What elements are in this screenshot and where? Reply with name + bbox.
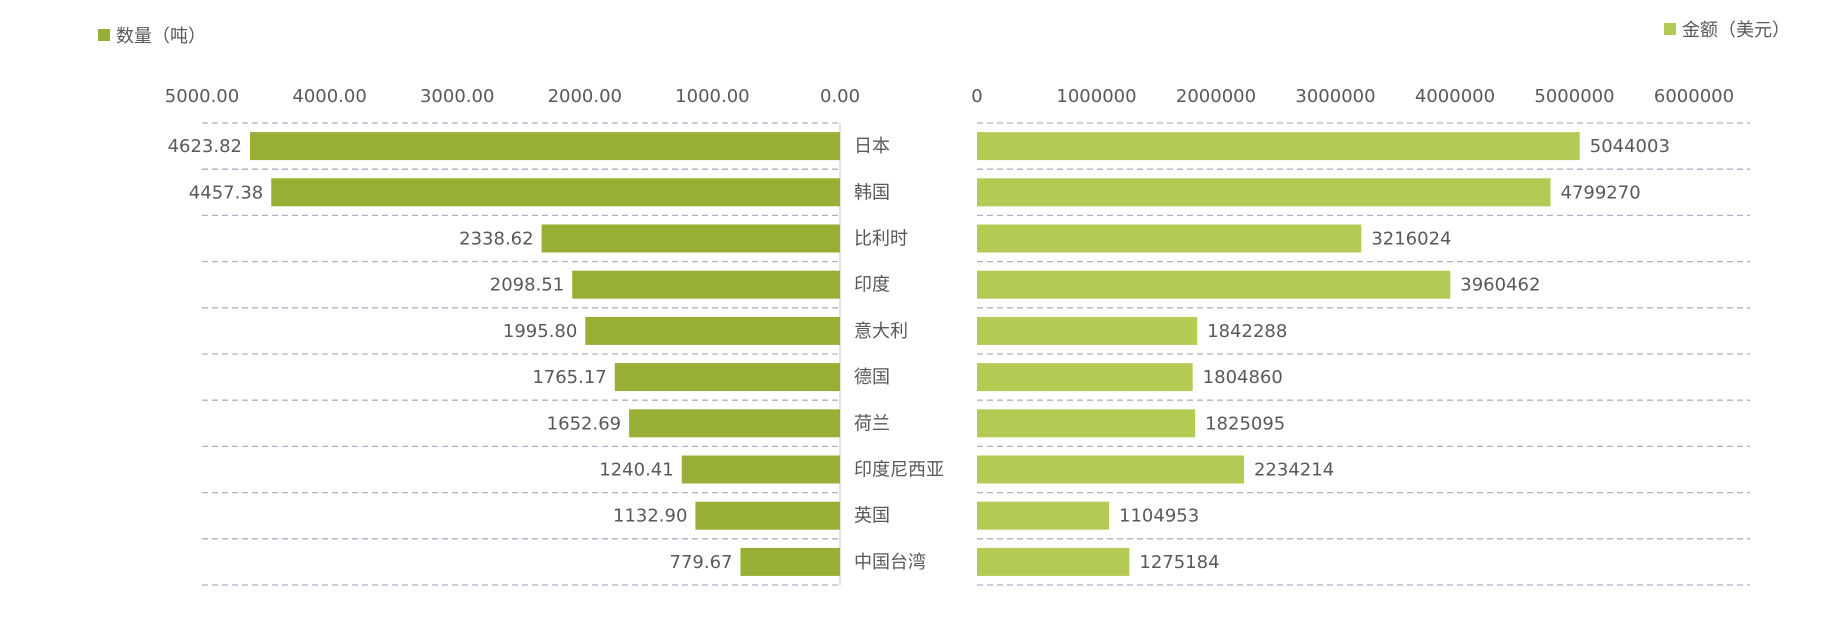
bar-quantity <box>572 270 840 299</box>
data-label-quantity: 779.67 <box>670 552 733 573</box>
bar-amount <box>977 363 1193 392</box>
data-label-quantity: 1132.90 <box>613 506 687 527</box>
bar-quantity <box>271 178 841 207</box>
tick-label-amount: 2000000 <box>1176 86 1256 107</box>
data-label-amount: 1275184 <box>1139 552 1219 573</box>
category-label: 日本 <box>854 136 890 157</box>
category-label: 比利时 <box>854 229 908 250</box>
bar-quantity <box>629 409 840 438</box>
data-label-quantity: 1240.41 <box>599 460 673 481</box>
category-label: 荷兰 <box>854 413 890 434</box>
tick-label-amount: 0 <box>971 86 982 107</box>
tick-label-quantity: 4000.00 <box>292 86 366 107</box>
tick-label-quantity: 1000.00 <box>675 86 749 107</box>
data-label-quantity: 4623.82 <box>168 136 242 157</box>
bar-quantity <box>614 363 840 392</box>
bar-amount <box>977 455 1244 484</box>
bar-amount <box>977 409 1196 438</box>
tick-label-amount: 5000000 <box>1534 86 1614 107</box>
category-label: 印度尼西亚 <box>854 460 944 481</box>
tick-label-quantity: 0.00 <box>820 86 860 107</box>
tick-label-quantity: 2000.00 <box>548 86 622 107</box>
data-label-amount: 1804860 <box>1203 367 1283 388</box>
data-label-quantity: 4457.38 <box>189 182 263 203</box>
data-label-quantity: 2338.62 <box>459 229 533 250</box>
tick-label-amount: 6000000 <box>1654 86 1734 107</box>
bar-quantity <box>740 547 840 576</box>
tick-label-amount: 4000000 <box>1415 86 1495 107</box>
category-label: 印度 <box>854 275 890 296</box>
category-label: 英国 <box>854 506 890 527</box>
data-label-amount: 1104953 <box>1119 506 1199 527</box>
legend-swatch-quantity <box>98 29 110 41</box>
tick-label-amount: 1000000 <box>1056 86 1136 107</box>
category-label: 德国 <box>854 367 890 388</box>
bar-amount <box>977 224 1362 253</box>
bar-quantity <box>250 132 841 161</box>
data-label-amount: 1842288 <box>1207 321 1287 342</box>
bar-amount <box>977 316 1198 345</box>
bar-amount <box>977 178 1551 207</box>
category-label: 意大利 <box>854 321 908 342</box>
bar-amount <box>977 270 1451 299</box>
category-label: 韩国 <box>854 182 890 203</box>
tick-label-quantity: 5000.00 <box>165 86 239 107</box>
legend-label-quantity: 数量（吨） <box>116 26 206 47</box>
bar-quantity <box>541 224 840 253</box>
legend-quantity: 数量（吨） <box>98 26 206 47</box>
data-label-amount: 4799270 <box>1561 182 1641 203</box>
tick-label-amount: 3000000 <box>1295 86 1375 107</box>
bar-quantity <box>681 455 840 484</box>
legend-label-amount: 金额（美元） <box>1682 20 1790 41</box>
bar-amount <box>977 501 1110 530</box>
legend-swatch-amount <box>1664 23 1676 35</box>
data-label-quantity: 2098.51 <box>490 275 564 296</box>
data-label-amount: 2234214 <box>1254 460 1334 481</box>
data-label-amount: 3216024 <box>1371 229 1451 250</box>
data-label-quantity: 1652.69 <box>547 413 621 434</box>
data-label-amount: 1825095 <box>1205 413 1285 434</box>
data-label-quantity: 1765.17 <box>532 367 606 388</box>
tick-label-quantity: 3000.00 <box>420 86 494 107</box>
bar-amount <box>977 132 1580 161</box>
bar-quantity <box>585 316 840 345</box>
category-label: 中国台湾 <box>854 552 926 573</box>
data-label-quantity: 1995.80 <box>503 321 577 342</box>
bar-amount <box>977 547 1130 576</box>
data-label-amount: 5044003 <box>1590 136 1670 157</box>
legend-amount: 金额（美元） <box>1664 20 1790 41</box>
bar-quantity <box>695 501 840 530</box>
data-label-amount: 3960462 <box>1460 275 1540 296</box>
